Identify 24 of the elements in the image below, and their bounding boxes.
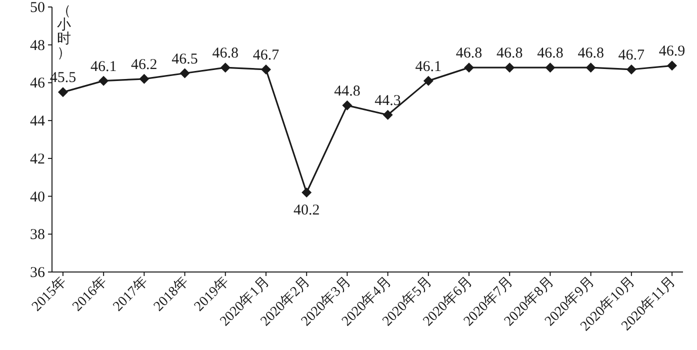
ytick: 46 [30, 76, 45, 92]
ylabel: （小时） [57, 4, 71, 61]
data-label: 46.7 [618, 47, 645, 64]
data-label: 46.1 [415, 58, 442, 75]
ytick: 38 [30, 227, 45, 244]
ytick: 48 [30, 38, 45, 54]
ytick: 50 [30, 0, 45, 16]
data-label: 46.8 [496, 46, 523, 62]
ytick: 44 [30, 114, 45, 130]
data-label: 46.2 [131, 56, 158, 73]
data-label: 44.3 [374, 92, 401, 109]
data-label: 46.1 [90, 58, 117, 75]
ytick: 36 [30, 265, 45, 281]
ytick: 40 [30, 189, 45, 206]
data-label: 40.2 [293, 202, 320, 218]
data-label: 46.8 [537, 46, 564, 62]
data-label: 46.7 [252, 47, 280, 64]
data-label: 46.9 [658, 44, 686, 60]
data-label: 46.8 [212, 46, 238, 62]
data-label: 44.8 [334, 83, 360, 100]
data-label: 46.8 [578, 46, 604, 62]
data-label: 46.5 [172, 51, 198, 68]
ytick: 42 [30, 151, 45, 168]
data-label: 46.8 [456, 46, 482, 62]
